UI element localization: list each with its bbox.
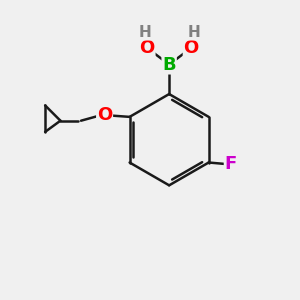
Text: O: O (97, 106, 112, 124)
Text: O: O (184, 39, 199, 57)
Text: H: H (138, 25, 151, 40)
Text: H: H (187, 25, 200, 40)
Text: F: F (225, 155, 237, 173)
Text: O: O (140, 39, 155, 57)
Text: B: B (162, 56, 176, 74)
